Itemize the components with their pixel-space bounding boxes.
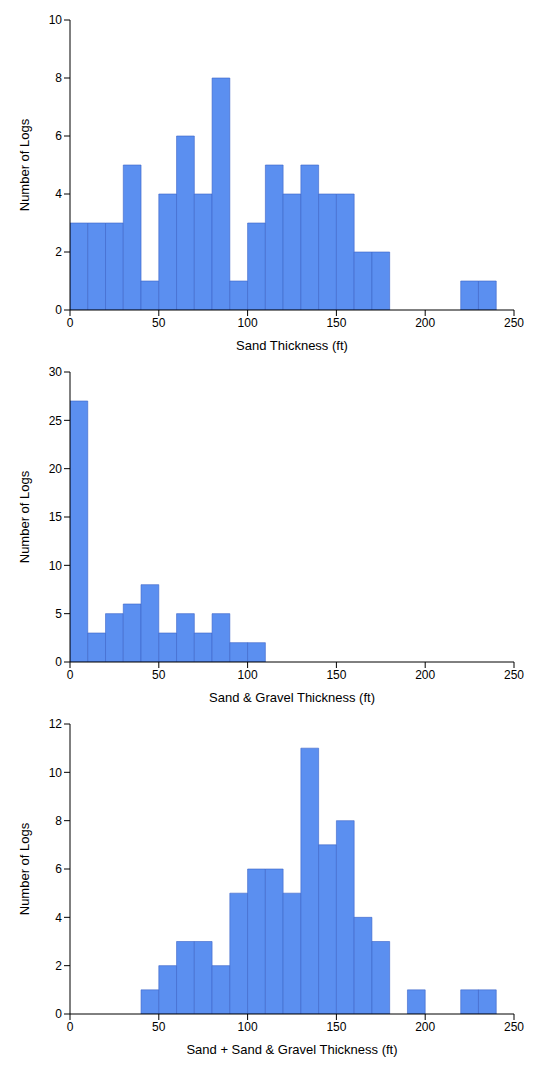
svg-text:200: 200: [415, 668, 435, 682]
svg-text:Sand Thickness (ft): Sand Thickness (ft): [236, 338, 348, 353]
svg-text:0: 0: [55, 1007, 62, 1021]
svg-text:8: 8: [55, 71, 62, 85]
svg-text:Number of Logs: Number of Logs: [17, 822, 32, 915]
svg-text:0: 0: [67, 668, 74, 682]
svg-text:25: 25: [49, 414, 63, 428]
svg-text:Sand + Sand & Gravel Thickness: Sand + Sand & Gravel Thickness (ft): [186, 1042, 397, 1057]
svg-text:250: 250: [504, 316, 524, 330]
svg-text:6: 6: [55, 862, 62, 876]
svg-text:100: 100: [238, 1020, 258, 1034]
svg-text:6: 6: [55, 129, 62, 143]
svg-text:50: 50: [152, 316, 166, 330]
svg-text:200: 200: [415, 316, 435, 330]
svg-text:2: 2: [55, 959, 62, 973]
svg-text:0: 0: [55, 303, 62, 317]
svg-text:0: 0: [55, 655, 62, 669]
svg-text:10: 10: [49, 766, 63, 780]
svg-text:150: 150: [326, 1020, 346, 1034]
svg-text:0: 0: [67, 316, 74, 330]
svg-text:Number of Logs: Number of Logs: [17, 470, 32, 563]
svg-text:2: 2: [55, 245, 62, 259]
svg-text:15: 15: [49, 510, 63, 524]
svg-text:4: 4: [55, 911, 62, 925]
svg-text:50: 50: [152, 668, 166, 682]
svg-text:10: 10: [49, 559, 63, 573]
svg-text:100: 100: [238, 668, 258, 682]
svg-text:250: 250: [504, 668, 524, 682]
svg-text:4: 4: [55, 187, 62, 201]
svg-text:12: 12: [49, 717, 63, 731]
svg-text:200: 200: [415, 1020, 435, 1034]
svg-text:50: 50: [152, 1020, 166, 1034]
svg-text:10: 10: [49, 13, 63, 27]
svg-text:Number of Logs: Number of Logs: [17, 118, 32, 211]
svg-text:20: 20: [49, 462, 63, 476]
svg-text:100: 100: [238, 316, 258, 330]
svg-text:30: 30: [49, 365, 63, 379]
svg-text:250: 250: [504, 1020, 524, 1034]
svg-text:5: 5: [55, 607, 62, 621]
svg-text:Sand & Gravel Thickness (ft): Sand & Gravel Thickness (ft): [209, 690, 375, 705]
svg-text:150: 150: [326, 668, 346, 682]
svg-text:0: 0: [67, 1020, 74, 1034]
svg-text:150: 150: [326, 316, 346, 330]
svg-text:8: 8: [55, 814, 62, 828]
